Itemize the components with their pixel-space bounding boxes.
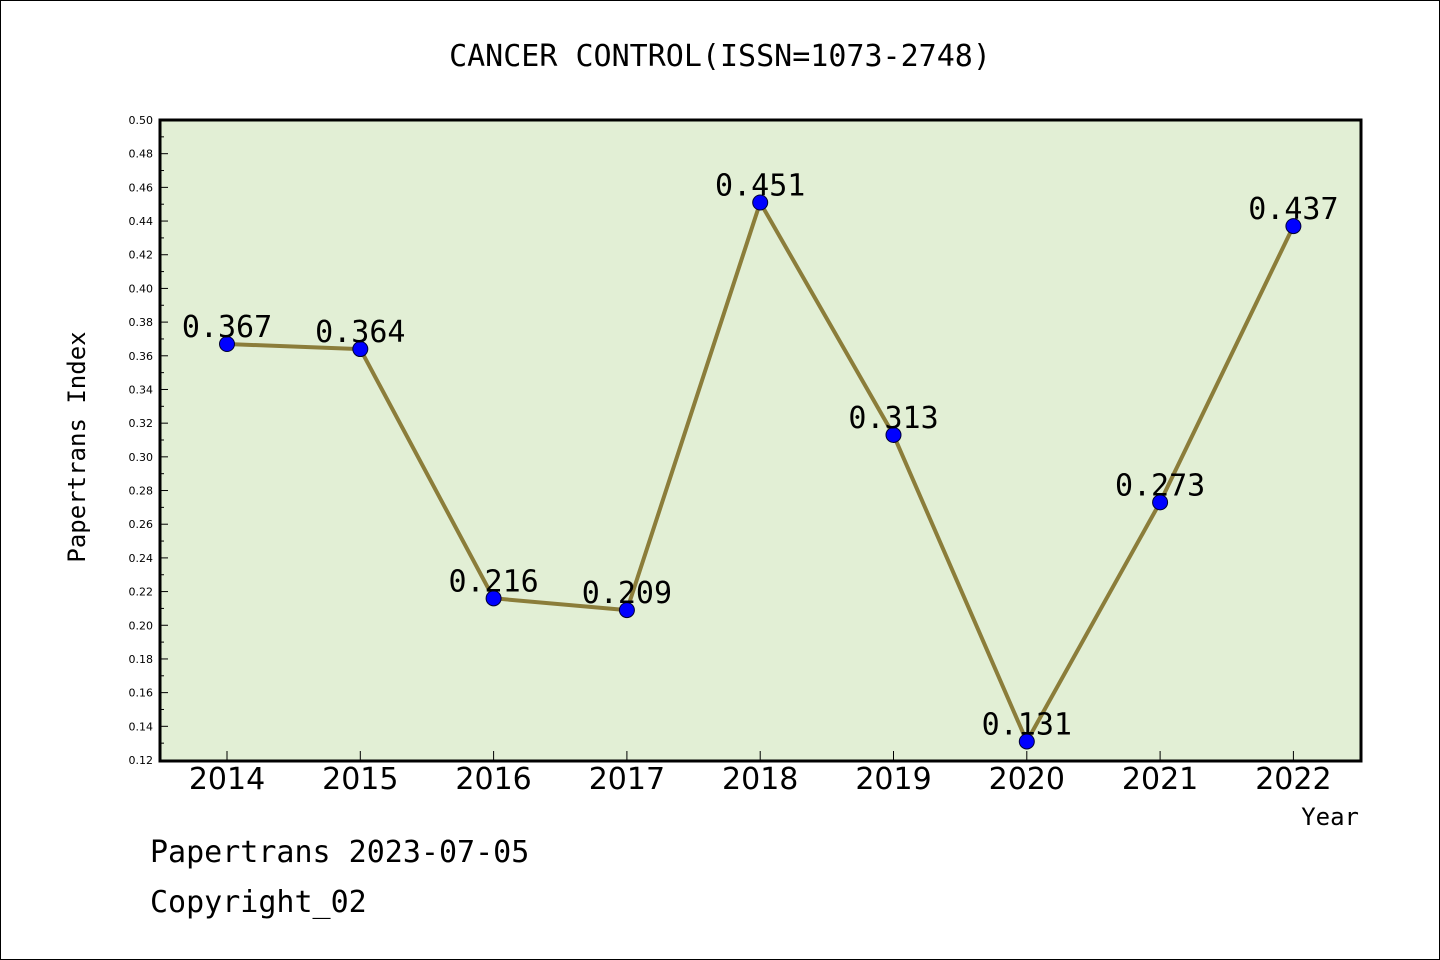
y-tick-label: 0.40	[129, 282, 154, 295]
data-point	[752, 194, 769, 211]
y-tick-label: 0.44	[129, 215, 154, 228]
x-tick-label: 2018	[722, 762, 798, 797]
y-axis-label: Papertrans Index	[63, 331, 91, 562]
footer-copyright: Copyright_02	[150, 885, 367, 920]
y-tick-label: 0.20	[129, 619, 154, 632]
y-tick-label: 0.14	[129, 720, 154, 733]
y-tick-label: 0.26	[129, 518, 154, 531]
data-label: 0.364	[315, 315, 405, 350]
x-tick-label: 2021	[1122, 762, 1198, 797]
x-tick-label: 2019	[855, 762, 931, 797]
y-tick-label: 0.50	[129, 114, 154, 127]
y-tick-label: 0.22	[129, 586, 154, 599]
y-tick-label: 0.34	[129, 383, 154, 396]
footer-source: Papertrans 2023-07-05	[150, 835, 530, 870]
data-label: 0.216	[448, 564, 538, 599]
data-labels: 0.367 0.364 0.216 0.209 0.451 0.313 0.131 0.273…	[182, 169, 1339, 743]
y-tick-label: 0.28	[129, 485, 154, 498]
y-axis: 0.12 0.14 0.16 0.18 0.20 0.22 0.24 0.26 0.28 0.30…	[129, 114, 168, 767]
data-label: 0.131	[982, 707, 1072, 742]
x-axis: 2014 2015 2016 2017 2018 2019 2020 2021 2022	[189, 751, 1332, 797]
x-tick-label: 2014	[189, 762, 265, 797]
data-point	[618, 602, 635, 619]
data-points	[219, 194, 1302, 750]
y-tick-label: 0.36	[129, 350, 154, 363]
x-tick-label: 2017	[589, 762, 665, 797]
data-point	[885, 426, 902, 443]
data-label: 0.313	[848, 401, 938, 436]
x-tick-label: 2022	[1255, 762, 1331, 797]
x-tick-label: 2020	[989, 762, 1065, 797]
y-tick-label: 0.38	[129, 316, 154, 329]
y-tick-label: 0.42	[129, 249, 154, 262]
y-tick-label: 0.16	[129, 687, 154, 700]
data-point	[1018, 733, 1035, 750]
chart-title: CANCER CONTROL(ISSN=1073-2748)	[449, 39, 991, 74]
plot-area	[158, 118, 1363, 763]
data-point	[352, 341, 369, 358]
data-point	[219, 336, 235, 352]
data-label: 0.209	[582, 576, 672, 611]
data-label: 0.367	[182, 310, 272, 345]
y-tick-label: 0.12	[129, 754, 154, 767]
y-tick-label: 0.18	[129, 653, 154, 666]
data-point	[1285, 218, 1302, 235]
x-tick-label: 2016	[455, 762, 531, 797]
data-point	[485, 590, 502, 607]
data-label: 0.451	[715, 169, 805, 204]
y-tick-label: 0.30	[129, 451, 154, 464]
y-tick-label: 0.48	[129, 148, 154, 161]
data-label: 0.437	[1248, 192, 1338, 227]
x-tick-label: 2015	[322, 762, 398, 797]
y-tick-label: 0.24	[129, 552, 154, 565]
y-tick-label: 0.46	[129, 181, 154, 194]
y-tick-label: 0.32	[129, 417, 154, 430]
x-axis-label: Year	[1301, 803, 1359, 831]
data-label: 0.273	[1115, 468, 1205, 503]
data-point	[1152, 494, 1169, 511]
